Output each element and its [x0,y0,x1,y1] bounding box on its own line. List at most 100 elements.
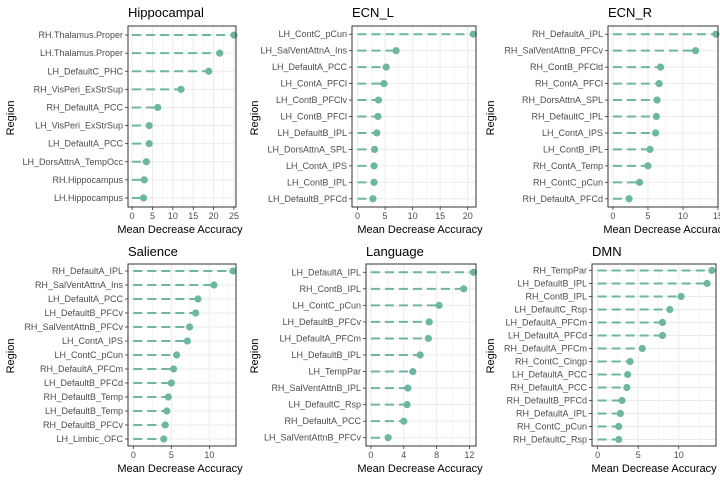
lollipop-point [384,434,392,442]
x-tick-label: 15 [435,211,445,221]
lollipop-point [652,112,660,121]
y-tick-label: RH_ContC_pCun [533,177,603,187]
y-tick-label: LH.Thalamus.Proper [40,48,123,58]
y-tick-label: RH_DefaultC_Rsp [513,435,587,445]
x-tick-label: 0 [131,450,136,460]
lollipop-point [161,421,169,429]
x-axis-title: Mean Decrease Accuracy [591,463,717,475]
y-tick-label: RH_DefaultC_IPL [531,112,603,122]
lollipop-point [186,323,194,331]
y-tick-label: RH_DorsAttnA_SPL [522,95,603,105]
x-axis-title: Mean Decrease Accuracy [357,463,483,475]
plot-area: 0 5 10 RH_DefaultA_IPL RH_SalVentAttnA_Ins LH… [24,263,237,460]
lollipop-point [646,145,654,154]
panel-background [592,264,716,446]
lollipop-point [370,162,378,170]
lollipop-point [370,178,378,186]
y-tick-label: LH_DefaultB_IPL [517,279,587,289]
lollipop-point [142,158,150,166]
x-tick-label: 15 [188,211,198,221]
x-tick-label: 25 [229,211,239,221]
lollipop-point [424,334,432,343]
y-tick-label: LH_ContC_pCun [54,350,123,360]
y-tick-label: LH_DefaultB_Temp [45,406,123,416]
lollipop-point [638,344,646,353]
lollipop-point [469,30,477,38]
y-tick-label: LH_DefaultA_PFCm [279,333,361,343]
y-tick-label: RH_DefaultA_IPL [516,409,587,419]
y-tick-label: RH_DefaultA_PCC [46,102,123,112]
panel-salience: Salience Mean Decrease Accuracy Region 0… [5,244,243,475]
lollipop-point [618,396,626,405]
plot-area: 0 5 10 15 20 25 RH.Thalamus.Proper LH.Thalamus.… [22,25,239,221]
panel-hippocampal: Hippocampal Mean Decrease Accuracy Regio… [5,5,243,236]
x-axis-title: Mean Decrease Accuracy [117,224,243,236]
y-tick-label: RH_DefaultA_PFCm [40,364,123,374]
y-tick-label: LH_DefaultB_IPL [277,128,347,138]
lollipop-point [173,351,181,359]
y-tick-label: RH_DefaultA_PCC [284,416,361,426]
y-tick-label: LH_ContA_IPS [286,161,347,171]
lollipop-point [170,365,178,373]
panel-language: Language Mean Decrease Accuracy Region 0… [249,244,483,475]
lollipop-point [392,47,400,55]
lollipop-point [145,121,153,130]
panel-border [607,25,719,208]
y-tick-label: RH_ContB_IPL [525,292,587,302]
lollipop-point [139,194,148,202]
lollipop-point [374,96,383,104]
y-tick-label: RH_ContB_IPL [299,284,361,294]
y-tick-label: LH_DefaultA_PFCm [505,318,587,328]
y-tick-label: LH_ContC_pCun [278,29,347,39]
x-tick-label: 5 [383,211,388,221]
lollipop-point [652,129,660,137]
lollipop-point [177,85,185,93]
y-tick-label: LH_SalVentAttnB_PFCv [264,433,362,443]
y-axis-title: Region [485,339,497,374]
lollipop-point [460,285,468,293]
y-tick-label: LH_ContB_PFClv [276,95,348,105]
lollipop-point [369,195,377,203]
lollipop-point [469,268,478,276]
panel-ecn-l: ECN_L Mean Decrease Accuracy Region 0 5 10… [249,5,483,236]
y-tick-label: RH_DefaultB_Temp [43,392,123,402]
y-tick-label: LH_DefaultB_IPL [291,350,361,360]
lollipop-point [205,67,213,75]
x-axis-title: Mean Decrease Accuracy [603,224,720,236]
y-tick-label: RH_TempPar [533,266,587,276]
y-tick-label: LH_DefaultB_PFCv [44,308,123,318]
lollipop-point [624,370,632,379]
y-tick-label: LH_DefaultA_PFCd [508,331,587,341]
x-axis-title: Mean Decrease Accuracy [117,463,243,475]
y-tick-label: LH_DefaultC_Rsp [288,400,361,410]
y-axis-title: Region [249,339,261,374]
x-tick-label: 0 [368,450,373,460]
lollipop-point [373,129,381,137]
plot-area: 0 5 10 15 20 LH_ContC_pCun LH_SalVentAttnA_Ins… [260,25,477,221]
x-tick-label: 10 [678,211,688,221]
panel-title: ECN_R [608,5,652,20]
panel-title: Hippocampal [128,5,204,20]
y-tick-label: RH_VisPeri_ExStrSup [34,84,123,94]
lollipop-point [404,384,412,392]
y-tick-label: RH_SalVentAttnB_PFCv [504,46,603,56]
lollipop-point [435,301,443,309]
y-tick-label: RH_SalVentAttnB_PFCv [24,322,123,332]
x-tick-label: 4 [401,450,406,460]
lollipop-point [164,393,172,401]
y-tick-label: RH_ContC_Cingp [515,357,587,367]
lollipop-point [615,422,623,431]
panel-title: Salience [128,244,178,259]
y-axis-title: Region [485,101,497,136]
plot-area: 0 5 10 RH_TempPar LH_DefaultB_IPL RH_ContB_IP… [504,263,717,460]
y-tick-label: LH_DefaultC_PHC [47,66,123,76]
panel-dmn: DMN Mean Decrease Accuracy Region 0 5 10 RH… [485,244,717,475]
lollipop-point [382,63,390,71]
x-tick-label: 15 [713,211,720,221]
lollipop-point [677,292,685,301]
y-tick-label: LH_ContB_IPL [543,144,603,154]
lollipop-point [615,435,623,444]
panel-title: DMN [592,244,622,259]
x-tick-label: 0 [355,211,360,221]
